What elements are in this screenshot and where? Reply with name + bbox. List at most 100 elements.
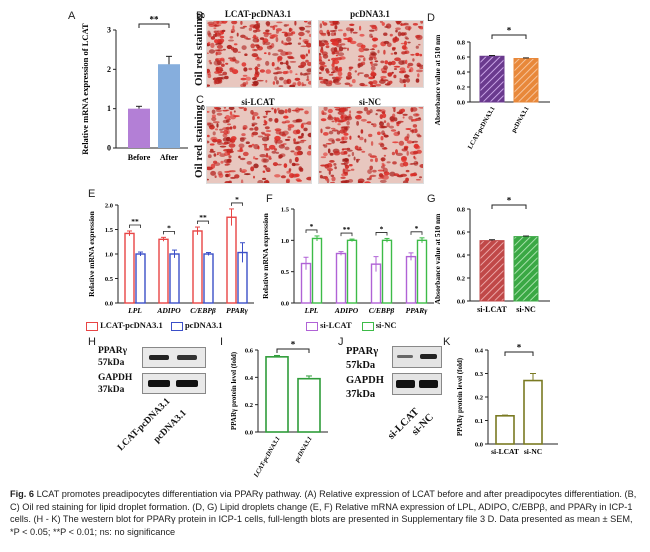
chart-e-ytick-label-4: 2.0 (105, 203, 113, 210)
chart-f-sig-label-3: * (415, 224, 419, 233)
chart-e: 0.0 0.5 1.0 1.5 2.0 Relative mRNA expression *… (87, 195, 254, 315)
chart-f-ytick-label-2: 1.0 (281, 238, 289, 245)
chart-i: 0.0 0.2 0.4 0.6 PPARγ protein level (fold) LC… (230, 340, 328, 480)
wb-j-band-gapdh-lane2 (419, 380, 438, 388)
chart-f-sig-bracket-1 (340, 232, 353, 237)
chart-e-bar-0-1 (135, 253, 146, 304)
chart-f-bar-0-1 (311, 237, 323, 304)
chart-i-ytick-label-2: 0.4 (245, 375, 254, 382)
chart-g-ytick-label-4: 0.8 (457, 207, 466, 214)
chart-d-xlabel-1: pcDNA3.1 (510, 106, 530, 134)
wb-j-blot-gapdh (392, 373, 442, 395)
caption-text: LCAT promotes preadipocytes differentiat… (10, 489, 637, 537)
chart-e-sig-bracket-1 (163, 230, 175, 235)
chart-i-bar-1 (297, 377, 321, 433)
legend-label-e-1: pcDNA3.1 (184, 320, 223, 330)
chart-g-sig-bracket (491, 204, 527, 209)
chart-e-xlabel-0: LPL (127, 306, 142, 315)
oil-red-texture (316, 18, 425, 89)
chart-i-ylabel: PPARγ protein level (fold) (230, 351, 238, 430)
chart-k-sig-bracket (504, 351, 534, 356)
chart-e-ylabel: Relative mRNA expression (87, 210, 96, 297)
chart-d-bar-0 (479, 55, 505, 103)
chart-k-ytick-label-2: 0.2 (475, 395, 483, 402)
chart-a-sig-label: ** (150, 15, 160, 25)
chart-k-bar-1 (523, 379, 543, 445)
chart-e-bar-0-0 (124, 232, 135, 304)
chart-d-sig-label: * (507, 26, 512, 36)
oil-red-image-si-nc (317, 105, 426, 185)
wb-j-band-ppar-lane1 (397, 355, 413, 358)
chart-e-ytick-label-0: 0.0 (105, 301, 113, 308)
chart-i-ytick-label-0: 0.0 (245, 430, 253, 437)
chart-i-xlabel-0: LCAT-pcDNA3.1 (252, 436, 281, 480)
panel-label-i: I (220, 336, 224, 348)
chart-e-xlabel-2: C/EBPβ (190, 306, 216, 315)
chart-e-ytick-label-1: 0.5 (105, 276, 114, 283)
legend-e: LCAT-pcDNA3.1 pcDNA3.1 (86, 320, 266, 332)
western-blot-j: PPARγ 57kDa GAPDH 37kDa si-LCAT si-NC (346, 346, 446, 466)
chart-f-xlabel-3: PPARγ (406, 306, 429, 315)
chart-f-bar-1-1 (346, 239, 358, 304)
chart-i-sig-label: * (291, 340, 296, 350)
chart-k-ytick-label-0: 0.0 (475, 442, 483, 449)
chart-a-ylabel: Relative mRNA expression of LCAT (80, 23, 90, 155)
chart-e-bar-1-1 (169, 253, 180, 304)
chart-f-sig-bracket-0 (305, 229, 318, 233)
legend-label-f-0: si-LCAT (320, 320, 352, 330)
panel-label-d: D (427, 12, 435, 24)
chart-g-ylabel: Absorbance value at 510 nm (433, 213, 442, 305)
chart-g-xlabel-0: si-LCAT (477, 305, 507, 314)
chart-k-ylabel: PPARγ protein level (fold) (456, 357, 464, 436)
chart-f-xlabel-1: ADIPO (334, 306, 359, 315)
chart-g-ytick-label-1: 0.2 (457, 276, 465, 283)
chart-a-xlabel-1: After (160, 153, 179, 162)
image-label-si-lcat: si-LCAT (241, 97, 275, 107)
chart-a-xlabel-0: Before (128, 153, 151, 162)
oil-red-texture (317, 105, 426, 185)
chart-e-sig-label-2: ** (199, 213, 207, 222)
chart-d-ytick-label-0: 0.0 (457, 100, 465, 107)
chart-f-xlabel-0: LPL (304, 306, 319, 315)
chart-e-sig-label-3: * (235, 195, 239, 204)
chart-e-sig-bracket-3 (231, 202, 243, 206)
legend-swatch-e-0 (86, 321, 98, 331)
wb-h-band-label-0: PPARγ (98, 346, 128, 356)
oil-red-image-si-lcat (205, 105, 314, 185)
side-label-c: Oil red staining (193, 104, 205, 178)
chart-e-sig-bracket-0 (129, 224, 141, 228)
chart-d: 0.0 0.2 0.4 0.6 0.8 Absorbance value at 510 n… (433, 26, 550, 150)
western-blot-h: PPARγ 57kDa GAPDH 37kDa LCAT-pcDNA3.1 pc… (96, 346, 226, 466)
chart-d-ylabel: Absorbance value at 510 nm (433, 34, 442, 126)
panel-label-j: J (338, 336, 344, 348)
wb-j-band-label-2: GAPDH (346, 375, 384, 386)
wb-h-blot-ppar (142, 347, 206, 368)
chart-d-bar-1 (513, 58, 539, 103)
chart-f-bar-1-0 (335, 252, 347, 304)
chart-a: 0 1 2 3 Relative mRNA expression of LCAT Befo… (80, 15, 188, 162)
chart-g-sig-label: * (507, 196, 512, 206)
wb-j-band-gapdh-lane1 (396, 380, 415, 388)
image-label-pcdna: pcDNA3.1 (350, 9, 390, 19)
oil-red-texture (205, 105, 314, 185)
chart-e-sig-label-0: ** (131, 217, 139, 226)
chart-e-bar-3-0 (226, 216, 237, 304)
chart-e-bar-2-1 (203, 253, 214, 304)
chart-g-bar-0 (479, 240, 505, 302)
panel-label-k: K (443, 336, 451, 348)
chart-e-ytick-label-3: 1.5 (105, 227, 114, 234)
wb-h-band-gapdh-lane1 (148, 380, 170, 387)
chart-f-xlabel-2: C/EBPβ (369, 306, 395, 315)
side-label-b: Oil red staining (193, 12, 205, 86)
chart-f-ylabel: Relative mRNA expression (261, 212, 270, 299)
chart-e-xlabel-1: ADIPO (156, 306, 181, 315)
wb-h-blot-gapdh (142, 373, 206, 394)
panel-label-e: E (88, 188, 96, 200)
chart-k-ytick-label-4: 0.4 (475, 348, 484, 355)
chart-g-xlabel-1: si-NC (516, 305, 536, 314)
wb-j-band-ppar-lane2 (420, 354, 437, 359)
chart-d-ytick-label-4: 0.8 (457, 40, 466, 47)
wb-h-band-label-3: 37kDa (98, 385, 125, 395)
chart-a-ytick-label-1: 1 (107, 104, 111, 113)
chart-e-bar-1-0 (158, 238, 169, 304)
